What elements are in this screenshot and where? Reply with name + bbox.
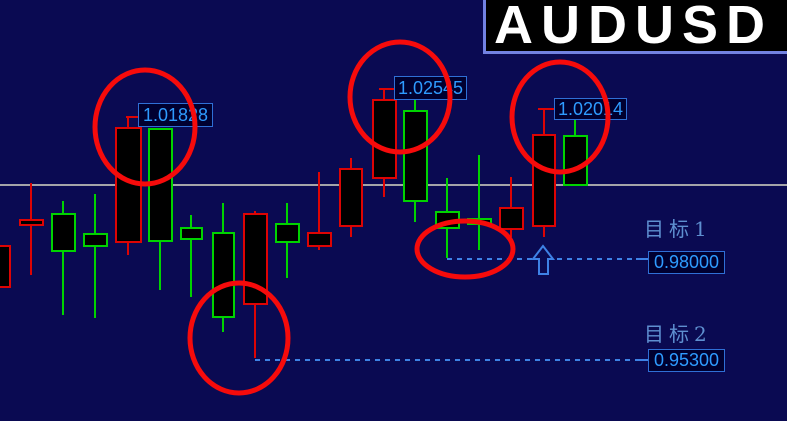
candle-body: [563, 135, 588, 186]
candle-body: [372, 99, 397, 179]
candle-body: [339, 168, 363, 227]
candle-body: [115, 127, 142, 243]
price-tag: 1.02545: [394, 76, 467, 100]
price-tag: 1.02014: [554, 98, 627, 120]
candle-wick: [318, 172, 320, 250]
target2-label: 目标2: [644, 322, 712, 346]
candle-body: [403, 110, 428, 202]
candle-body: [307, 232, 332, 247]
target1-dashed-line: [447, 258, 637, 260]
symbol-title: AUDUSD: [483, 0, 787, 54]
target2-line-stub: [636, 359, 649, 361]
candle-body: [499, 207, 524, 230]
candle-body: [148, 128, 173, 242]
candle-wick: [478, 155, 480, 250]
candle-wick: [190, 215, 192, 297]
target2-price-box: 0.95300: [648, 349, 725, 372]
target1-line-stub: [636, 258, 649, 260]
candle-wick: [30, 183, 32, 275]
up-arrow-icon: [530, 244, 556, 275]
parity-reference-line: [0, 184, 787, 186]
candle-body: [83, 233, 108, 247]
candle-body: [532, 134, 556, 227]
price-tag-connector: [379, 88, 394, 90]
price-tag-connector: [538, 108, 554, 110]
target2-dashed-line: [255, 359, 637, 361]
target1-label: 目标1: [644, 217, 712, 241]
price-tag: 1.01828: [138, 103, 213, 127]
candle-body: [435, 211, 460, 229]
candle-wick: [94, 194, 96, 318]
candle-body: [19, 219, 44, 226]
candle-body: [212, 232, 235, 318]
candle-body: [275, 223, 300, 243]
candle-body: [467, 218, 492, 225]
candle-body: [243, 213, 268, 305]
candle-wick: [62, 201, 64, 315]
candle-body: [0, 245, 11, 288]
candle-body: [180, 227, 203, 240]
candle-body: [51, 213, 76, 252]
price-tag-connector: [126, 116, 138, 118]
target1-price-box: 0.98000: [648, 251, 725, 274]
highlight-circle-icon: [92, 67, 198, 187]
highlight-circle-icon: [187, 280, 291, 396]
